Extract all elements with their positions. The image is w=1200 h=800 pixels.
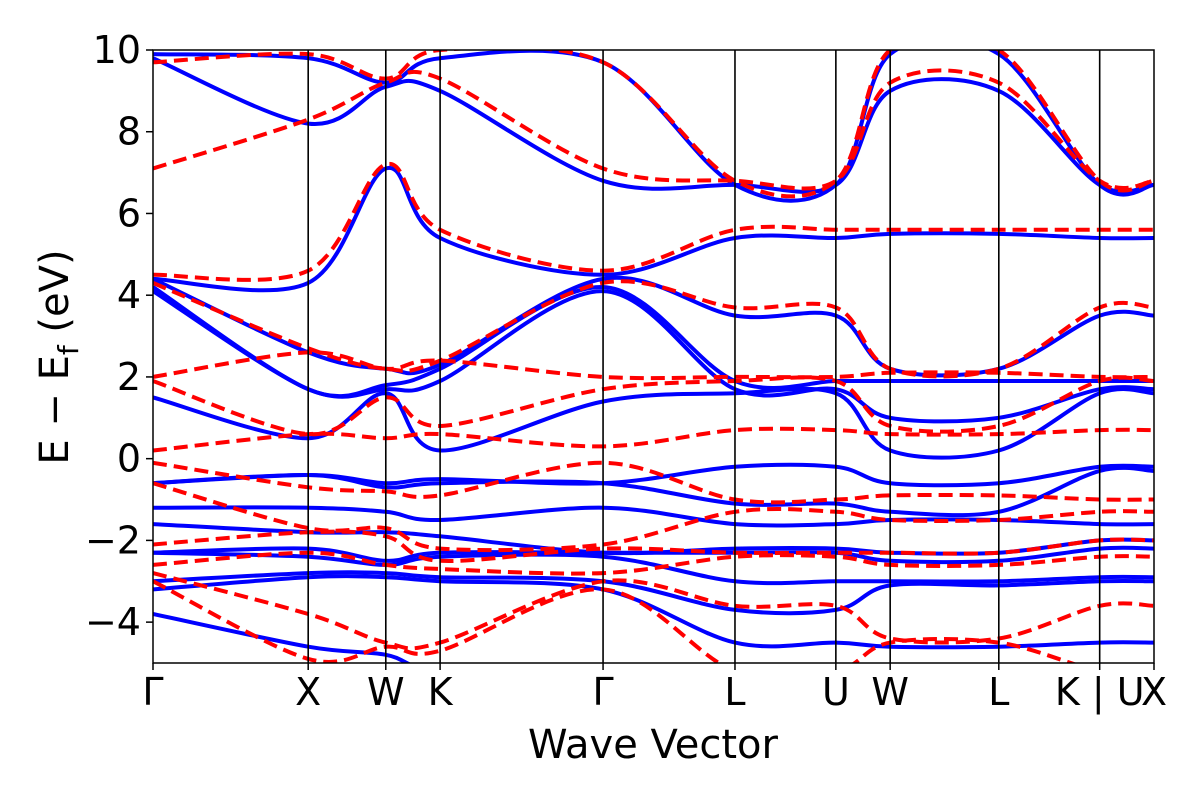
y-axis-label: E − Ef (eV) <box>32 249 85 464</box>
x-tick-label: Γ <box>592 670 613 714</box>
y-tick-label: −4 <box>85 600 141 644</box>
solid-band-3 <box>153 550 1154 586</box>
x-tick-label: K | U <box>1055 670 1145 715</box>
x-tick-label: L <box>724 670 745 714</box>
y-axis-ticks: −4 −2 0 2 4 6 8 10 <box>85 28 153 644</box>
solid-band-4 <box>153 545 1154 565</box>
dashed-band-3 <box>153 529 1154 564</box>
x-tick-label: Γ <box>142 670 163 714</box>
dashed-band-6 <box>153 426 1154 453</box>
y-axis-label-unit: (eV) <box>32 249 78 345</box>
high-symmetry-lines <box>307 50 1101 663</box>
y-tick-label: 10 <box>93 28 141 72</box>
y-tick-label: 4 <box>117 273 141 317</box>
solid-band-8 <box>153 462 1154 488</box>
dashed-band-10 <box>153 161 1154 282</box>
y-tick-label: −2 <box>85 518 141 562</box>
y-axis-label-main: E − E <box>32 355 78 465</box>
dashed-band-9 <box>153 279 1154 379</box>
x-tick-label: X <box>295 670 321 714</box>
dashed-band-11 <box>153 68 1154 191</box>
solid-band-12 <box>153 275 1154 378</box>
solid-band-0 <box>153 612 412 663</box>
dashed-band-0 <box>153 579 1078 663</box>
x-tick-label: W <box>871 670 909 714</box>
band-lines <box>153 50 1154 663</box>
y-tick-label: 2 <box>117 355 141 399</box>
plot-frame <box>152 49 1155 664</box>
x-tick-label: K <box>428 670 454 714</box>
x-tick-label: L <box>988 670 1009 714</box>
dashed-band-1 <box>153 571 1154 651</box>
solid-band-2 <box>153 570 1154 616</box>
dashed-band-5 <box>153 460 1154 505</box>
dashed-band-4 <box>153 481 1154 553</box>
y-tick-label: 0 <box>117 437 141 481</box>
dashed-band-2 <box>153 550 1154 576</box>
x-tick-label: W <box>367 670 405 714</box>
dashed-band-8 <box>153 350 1154 381</box>
dashed-band-7 <box>153 375 1154 437</box>
solid-band-11 <box>153 284 1154 399</box>
dashed-band-12 <box>153 50 1154 199</box>
y-axis-label-subscript: f <box>52 344 85 355</box>
solid-band-14 <box>153 56 1154 194</box>
x-axis-label: Wave Vector <box>528 722 779 768</box>
x-tick-label: U <box>822 670 850 714</box>
x-tick-label: X <box>1141 670 1167 714</box>
solid-band-7 <box>153 465 1154 518</box>
y-tick-label: 8 <box>117 110 141 154</box>
y-tick-label: 6 <box>117 191 141 235</box>
